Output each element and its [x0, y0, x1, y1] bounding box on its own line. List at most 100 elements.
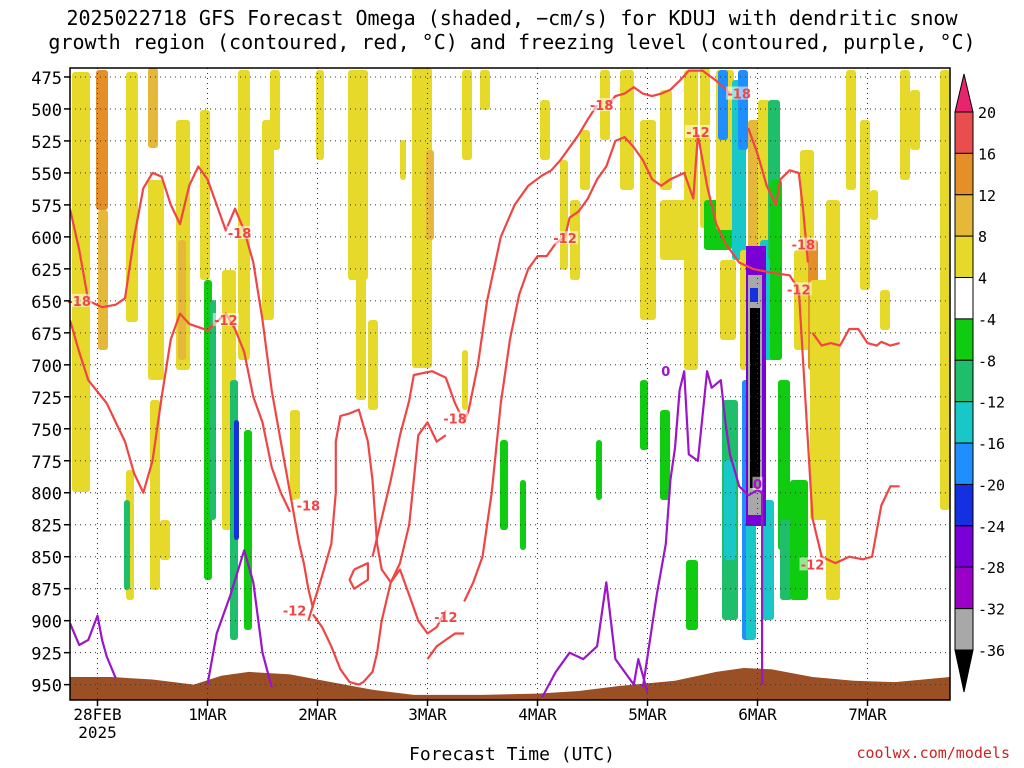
- omega-shade-cell: [596, 440, 602, 500]
- contour-label-bg: [684, 124, 711, 138]
- omega-shade-cell: [640, 120, 656, 320]
- colorbar-bottom-arrow: [954, 649, 974, 693]
- contour-label-bg: [295, 498, 322, 512]
- contour-label-bg: [281, 603, 308, 617]
- dgz-contour-label: -18: [590, 99, 614, 114]
- dgz-contour: [70, 312, 291, 513]
- colorbar-swatch: [954, 608, 974, 651]
- colorbar-label: -24: [978, 518, 1005, 536]
- contour-label-bg: [432, 609, 459, 623]
- contour-layer: [70, 69, 900, 698]
- x-axis-label: Forecast Time (UTC): [409, 744, 615, 765]
- omega-shade-cell: [720, 260, 736, 340]
- omega-shade-cell: [870, 190, 878, 220]
- colorbar-label: -36: [978, 642, 1005, 660]
- contour-label-bg: [726, 86, 753, 100]
- dgz-contour-label: -18: [792, 239, 816, 254]
- omega-shade-cell: [262, 120, 274, 320]
- freezing-level-contour: [206, 549, 273, 688]
- dgz-contour: [70, 165, 314, 609]
- y-tick-label: 675: [31, 325, 62, 345]
- dgz-contour-label: -12: [686, 126, 710, 141]
- omega-shade-cell: [462, 70, 472, 160]
- contour-label-bg: [226, 226, 253, 240]
- contour-label-layer: -18 -18 -12 -18 -12 -18 -12 -12 -18 -12 -18 -18 -12 -…: [66, 86, 826, 626]
- y-tick-label: 525: [31, 133, 62, 153]
- x-tick-label: 6MAR: [738, 705, 777, 724]
- x-tick-label: 3MAR: [408, 705, 447, 724]
- y-tick-label: 475: [31, 69, 62, 89]
- dgz-contour-label: -12: [801, 558, 825, 573]
- contour-label-bg: [588, 98, 615, 112]
- omega-shade-cell: [72, 72, 90, 492]
- dgz-contour-label: -18: [67, 295, 91, 310]
- colorbar-top-arrow: [954, 73, 974, 113]
- dgz-contour: [312, 568, 447, 686]
- freezing-contour-label: 0: [661, 365, 670, 380]
- colorbar-swatch: [954, 442, 974, 485]
- y-tick-label: 850: [31, 549, 62, 569]
- omega-shade-cell: [750, 288, 758, 302]
- colorbar-label: 16: [978, 145, 996, 163]
- y-tick-label: 550: [31, 165, 62, 185]
- dgz-contour: [747, 127, 809, 263]
- chart-title-line-2: growth region (contoured, red, °C) and f…: [48, 30, 976, 54]
- y-tick-label: 575: [31, 197, 62, 217]
- omega-shade-cell: [942, 170, 948, 370]
- y-tick-label: 650: [31, 293, 62, 313]
- x-tick-label: 7MAR: [848, 705, 887, 724]
- omega-shade-cell: [660, 200, 690, 260]
- omega-shading-layer: [72, 68, 950, 640]
- contour-label-bg: [785, 282, 812, 296]
- colorbar-swatch: [954, 525, 974, 568]
- omega-shade-cell: [462, 350, 468, 410]
- omega-shade-cell: [270, 70, 280, 150]
- colorbar: 20 16 12 8 4 -4 -8 -12 -16 -20 -24 -28 -32 -36: [954, 73, 1005, 693]
- omega-shade-cell: [316, 70, 324, 160]
- omega-shade-cell: [846, 70, 856, 190]
- dgz-contour: [605, 69, 731, 108]
- colorbar-swatch: [954, 194, 974, 237]
- dgz-contour-label: -12: [214, 314, 238, 329]
- omega-shade-cell: [126, 72, 138, 322]
- y-tick-label: 775: [31, 453, 62, 473]
- x-tick-label: 1MAR: [188, 705, 227, 724]
- contour-label-bg: [442, 411, 468, 425]
- y-tick-label: 875: [31, 581, 62, 601]
- dgz-contour: [348, 562, 369, 590]
- colorbar-label: -20: [978, 476, 1005, 494]
- colorbar-label: -8: [978, 352, 996, 370]
- omega-shade-cell: [98, 210, 108, 350]
- colorbar-label: -12: [978, 394, 1005, 412]
- y-tick-label: 725: [31, 389, 62, 409]
- omega-shade-cell: [580, 130, 590, 190]
- x-tick-label: 5MAR: [628, 705, 667, 724]
- x-tick-year-label: 2025: [78, 723, 117, 742]
- dgz-contour-label: -12: [434, 611, 458, 626]
- omega-shade-cell: [900, 70, 910, 180]
- contour-label-bg: [66, 293, 93, 307]
- credit-text: coolwx.com/models: [856, 744, 1010, 762]
- omega-shade-cell: [750, 308, 760, 488]
- omega-shade-cell: [880, 290, 890, 330]
- omega-shade-cell: [356, 250, 366, 400]
- dgz-contour: [426, 632, 465, 660]
- chart-title-line-1: 2025022718 GFS Forecast Omega (shaded, −…: [66, 6, 958, 30]
- colorbar-swatch: [954, 401, 974, 444]
- colorbar-swatch: [954, 566, 974, 610]
- dgz-contour: [371, 104, 599, 557]
- omega-shade-cell: [148, 180, 164, 380]
- colorbar-swatch: [954, 111, 974, 154]
- y-tick-label: 925: [31, 645, 62, 665]
- contour-label-bg: [799, 557, 826, 571]
- omega-shade-cell: [778, 380, 790, 550]
- y-tick-label: 825: [31, 517, 62, 537]
- terrain-fill: [70, 668, 950, 700]
- omega-shade-cell: [660, 410, 670, 500]
- omega-shade-cell: [426, 150, 434, 240]
- colorbar-swatch: [954, 359, 974, 403]
- omega-shade-cell: [244, 430, 252, 630]
- plot-frame: [69, 67, 951, 701]
